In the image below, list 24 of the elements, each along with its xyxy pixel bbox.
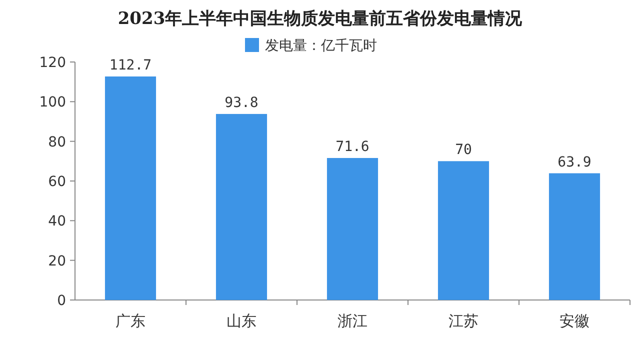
x-tick-label: 浙江	[338, 312, 368, 330]
x-tick-label: 山东	[226, 312, 256, 330]
y-tick-label: 20	[48, 253, 66, 270]
legend-label: 发电量：亿千瓦时	[265, 38, 377, 54]
y-tick-label: 100	[39, 94, 66, 111]
bar	[104, 76, 156, 300]
bar	[326, 158, 378, 300]
x-tick-label: 安徽	[560, 312, 590, 330]
y-tick-label: 0	[57, 293, 66, 309]
y-tick-label: 120	[39, 55, 66, 71]
data-label: 70	[455, 142, 472, 158]
y-tick-label: 80	[48, 134, 66, 150]
x-tick-label: 江苏	[448, 312, 478, 330]
bar	[438, 161, 490, 300]
data-label: 63.9	[558, 154, 592, 170]
x-tick-label: 广东	[116, 312, 146, 330]
y-tick-label: 40	[48, 214, 66, 230]
data-label: 112.7	[109, 57, 152, 74]
data-label: 93.8	[224, 94, 258, 111]
bar	[216, 114, 268, 300]
bar	[548, 173, 600, 300]
chart-title: 2023年上半年中国生物质发电量前五省份发电量情况	[118, 9, 524, 29]
y-tick-label: 60	[48, 174, 66, 190]
data-label: 71.6	[336, 138, 370, 155]
